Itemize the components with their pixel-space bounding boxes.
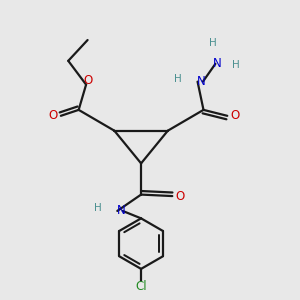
Text: N: N — [212, 57, 221, 70]
Text: O: O — [83, 74, 92, 87]
Text: H: H — [174, 74, 182, 84]
Text: N: N — [197, 75, 206, 88]
Text: H: H — [232, 60, 240, 70]
Text: H: H — [208, 38, 216, 48]
Text: N: N — [116, 204, 125, 218]
Text: H: H — [94, 203, 102, 213]
Text: O: O — [231, 109, 240, 122]
Text: Cl: Cl — [135, 280, 147, 292]
Text: O: O — [48, 109, 57, 122]
Text: O: O — [176, 190, 185, 202]
